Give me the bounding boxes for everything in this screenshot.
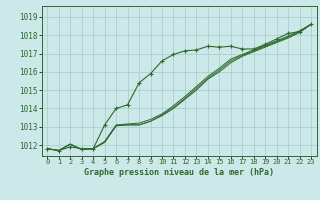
X-axis label: Graphe pression niveau de la mer (hPa): Graphe pression niveau de la mer (hPa) (84, 168, 274, 177)
